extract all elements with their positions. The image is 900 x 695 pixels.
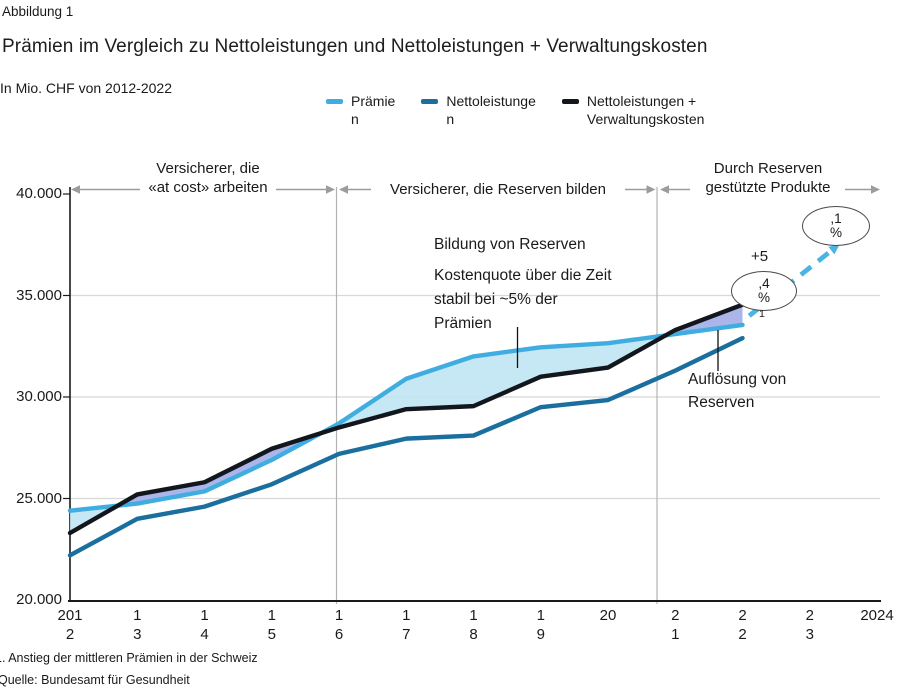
netto-verwaltung-line-swatch-icon xyxy=(561,99,579,104)
annotation-kostenquote: Kostenquote über die Zeit stabil bei ~5%… xyxy=(434,267,612,332)
growth-2023-footnote-mark: 1 xyxy=(759,308,765,320)
series-line-pr-mien xyxy=(67,322,745,513)
chart-subtitle: In Mio. CHF von 2012-2022 xyxy=(0,80,172,96)
chart-title: Prämien im Vergleich zu Nettoleistungen … xyxy=(2,36,708,57)
annotation-aufloesung-von-reserven: Auflösung von Reserven xyxy=(688,371,787,411)
x-axis-label-2013: 1 3 xyxy=(133,607,142,643)
y-axis-label-35000: 35.000 xyxy=(16,286,62,304)
x-axis-label-2024: 2024 xyxy=(860,607,894,624)
annotation-bildung-von-reserven: Bildung von Reserven xyxy=(434,236,586,253)
section-dividers xyxy=(335,187,658,604)
legend-item-praemien: Prämie n xyxy=(326,92,395,128)
x-axis-label-2012: 201 2 xyxy=(57,607,83,643)
y-axis-label-40000: 40.000 xyxy=(16,185,62,202)
section-label-reserven-bilden: Versicherer, die Reserven bilden xyxy=(390,181,606,198)
annotation-pointer-lines xyxy=(516,327,719,371)
y-axis-label-25000: 25.000 xyxy=(16,489,62,507)
x-axis-label-2018: 1 8 xyxy=(469,607,478,643)
x-axis-label-2021: 2 1 xyxy=(671,607,680,643)
nettoleistungen-line-swatch-icon xyxy=(421,99,439,104)
section-arrows xyxy=(71,185,880,194)
legend-label-nettoleistungen: Nettoleistunge n xyxy=(446,93,536,127)
legend-label-praemien: Prämie n xyxy=(351,93,396,127)
section-label-at-cost: Versicherer, die «at cost» arbeiten xyxy=(148,160,268,196)
growth-2023-prefix: +5 xyxy=(751,248,769,265)
legend-item-netto-verwaltung: Nettoleistungen + Verwaltungskosten xyxy=(561,92,705,128)
figure-label: Abbildung 1 xyxy=(2,4,74,19)
x-axis-label-2022: 2 2 xyxy=(738,607,747,643)
x-axis-label-2017: 1 7 xyxy=(402,607,411,643)
x-axis-label-2019: 1 9 xyxy=(536,607,545,643)
source-attribution: Quelle: Bundesamt für Gesundheit xyxy=(0,673,190,687)
footnote-premium-increase: 1. Anstieg der mittleren Prämien in der … xyxy=(0,651,258,665)
section-label-gestuetzte-produkte: Durch Reserven gestützte Produkte xyxy=(705,160,831,196)
praemien-line-swatch-icon xyxy=(326,99,343,104)
y-axis-ticks xyxy=(63,193,70,500)
growth-2024-ellipse: ,1 % xyxy=(802,206,870,246)
y-axis-label-30000: 30.000 xyxy=(16,388,62,405)
growth-2023-ellipse: ,4 % xyxy=(731,271,797,311)
series-line-nettoleistungen xyxy=(67,335,745,558)
legend-label-netto-verwaltung: Nettoleistungen + Verwaltungskosten xyxy=(586,93,705,127)
legend-item-nettoleistungen: Nettoleistunge n xyxy=(421,92,536,128)
data-series-layer xyxy=(67,243,841,558)
x-axis-label-2020: 20 xyxy=(599,607,617,624)
x-axis-label-2023: 2 3 xyxy=(805,607,814,643)
x-axis-label-2016: 1 6 xyxy=(334,607,344,643)
projection-arrowhead-icon xyxy=(828,243,841,255)
legend: Prämie n Nettoleistunge n Nettoleistunge… xyxy=(326,92,704,128)
x-axis-label-2015: 1 5 xyxy=(267,607,276,643)
series-line-nettoleistungen-verwaltungskosten xyxy=(67,302,745,536)
x-axis-label-2014: 1 4 xyxy=(200,607,209,643)
y-axis-label-20000: 20.000 xyxy=(16,591,62,608)
